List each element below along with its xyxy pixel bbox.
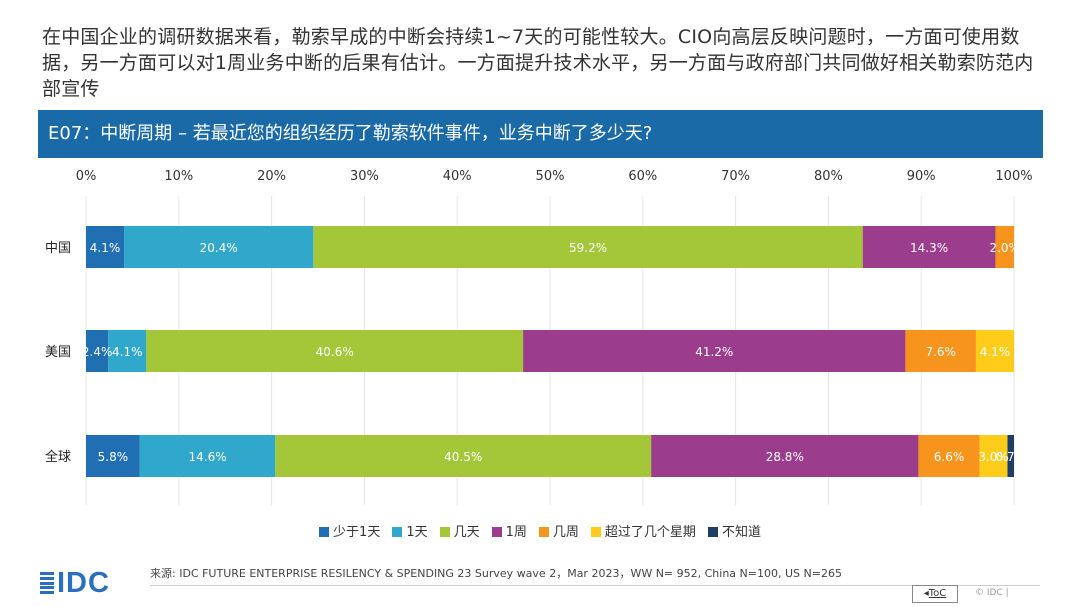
bar-segment — [979, 435, 1008, 477]
legend-swatch — [538, 527, 549, 537]
legend-label: 1天 — [406, 525, 428, 540]
legend-label: 少于1天 — [333, 525, 381, 540]
x-tick-label: 20% — [257, 169, 286, 184]
legend-swatch — [319, 527, 330, 537]
bar-segment — [108, 330, 147, 372]
footer-divider — [150, 585, 1040, 586]
bar-segment — [146, 330, 524, 372]
logo-text: IDC — [57, 566, 110, 599]
data-label: 59.2% — [569, 241, 607, 255]
headline: 在中国企业的调研数据来看，勒索早成的中断会持续1~7天的可能性较大。CIO向高层… — [42, 26, 1034, 100]
logo-bars-icon — [40, 572, 54, 594]
data-label: 28.8% — [766, 450, 804, 464]
data-label: 3.0% — [978, 450, 1009, 464]
data-label: 4.1% — [90, 241, 121, 255]
question-banner: E07：中断周期 – 若最近您的组织经历了勒索软件事件，业务中断了多少天? — [38, 110, 1043, 158]
x-tick-label: 80% — [814, 169, 843, 184]
x-tick-label: 50% — [536, 169, 565, 184]
toc-label: ToC — [928, 588, 947, 599]
category-label: 中国 — [45, 241, 71, 256]
data-label: 14.6% — [189, 450, 227, 464]
bar-segment — [139, 435, 276, 477]
legend-label: 超过了几个星期 — [604, 525, 696, 540]
data-label: 14.3% — [910, 241, 948, 255]
legend-label: 1周 — [505, 525, 527, 540]
legend-label: 几周 — [552, 525, 579, 540]
legend: 少于1天 1天 几天 1周 几周 超过了几个星期 不知道 — [0, 521, 1080, 540]
x-tick-label: 60% — [628, 169, 657, 184]
legend-item: 1周 — [491, 521, 527, 540]
bar-segment — [918, 435, 980, 477]
legend-item: 几周 — [538, 521, 579, 540]
x-tick-label: 40% — [443, 169, 472, 184]
legend-item: 不知道 — [707, 521, 761, 540]
x-tick-label: 70% — [721, 169, 750, 184]
legend-swatch — [707, 527, 718, 537]
data-label: 5.8% — [98, 450, 129, 464]
legend-item: 1天 — [392, 521, 428, 540]
data-label: 41.2% — [695, 345, 733, 359]
bar-segment — [86, 226, 125, 268]
toc-button[interactable]: ◂ToC — [912, 585, 958, 603]
data-label: 40.6% — [316, 345, 354, 359]
legend-label: 几天 — [453, 525, 480, 540]
bar-segment — [275, 435, 652, 477]
legend-swatch — [590, 527, 601, 537]
bar-segment — [86, 330, 109, 372]
bar-segment — [124, 226, 314, 268]
data-label: 40.5% — [444, 450, 482, 464]
legend-swatch — [491, 527, 502, 537]
idc-logo: IDC — [40, 566, 110, 599]
legend-item: 几天 — [439, 521, 480, 540]
x-tick-label: 100% — [995, 169, 1032, 184]
data-label: 2.0% — [989, 241, 1020, 255]
source-note: 来源: IDC FUTURE ENTERPRISE RESILENCY & SP… — [150, 567, 842, 580]
x-tick-label: 90% — [907, 169, 936, 184]
category-label: 全球 — [45, 449, 71, 465]
toc-arrow-icon: ◂ — [923, 588, 929, 599]
copyright: © IDC | — [975, 588, 1009, 598]
data-label: 20.4% — [200, 241, 238, 255]
legend-item: 超过了几个星期 — [590, 521, 696, 540]
legend-swatch — [439, 527, 450, 537]
category-label: 美国 — [45, 345, 71, 360]
bar-segment — [86, 435, 140, 477]
bar-segment — [1007, 435, 1014, 477]
legend-label: 不知道 — [721, 525, 761, 540]
bar-segment — [862, 226, 996, 268]
legend-item: 少于1天 — [319, 521, 380, 540]
x-tick-label: 10% — [164, 169, 193, 184]
x-tick-label: 0% — [76, 169, 97, 184]
bar-segment — [651, 435, 919, 477]
data-label: 4.1% — [980, 345, 1011, 359]
x-tick-label: 30% — [350, 169, 379, 184]
data-label: 4.1% — [112, 345, 143, 359]
bar-segment — [995, 226, 1014, 268]
bar-segment — [905, 330, 976, 372]
bar-segment — [313, 226, 863, 268]
bar-segment — [523, 330, 906, 372]
data-label: 2.4% — [82, 345, 113, 359]
bar-segment — [975, 330, 1014, 372]
data-label: 6.6% — [934, 450, 965, 464]
data-label: 0.7% — [996, 450, 1027, 464]
legend-swatch — [392, 527, 403, 537]
data-label: 7.6% — [925, 345, 956, 359]
